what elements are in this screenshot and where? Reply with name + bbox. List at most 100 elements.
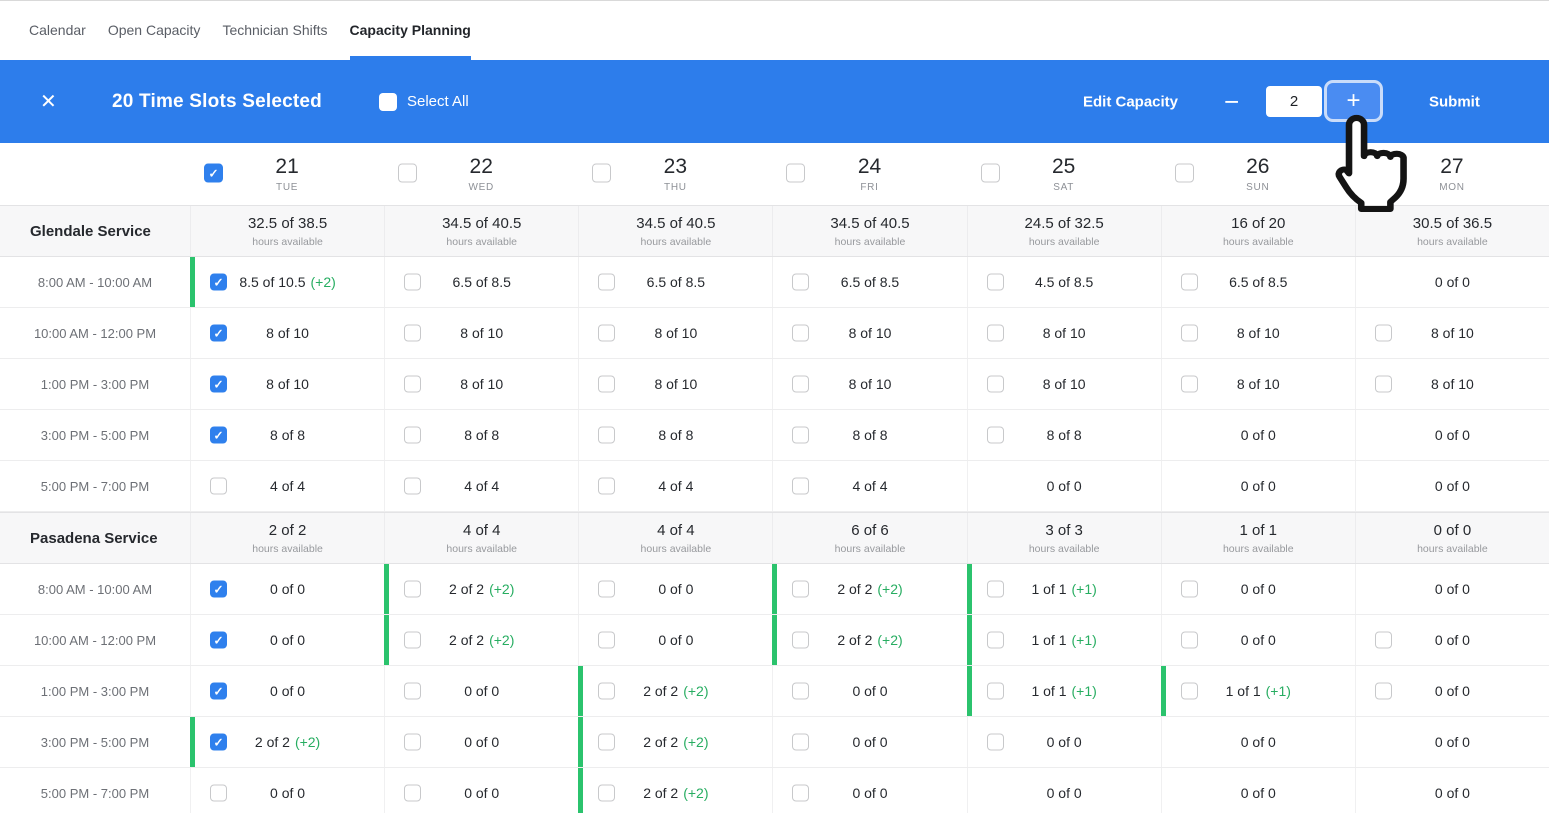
section-availability-cell: 4 of 4 hours available [578,513,772,563]
capacity-checkbox[interactable] [792,324,810,342]
day-checkbox[interactable] [980,163,1000,183]
capacity-checkbox[interactable] [792,784,810,802]
capacity-checkbox[interactable] [404,784,422,802]
capacity-checkbox[interactable] [986,733,1004,751]
day-abbr: THU [664,181,687,193]
capacity-checkbox[interactable] [1180,324,1198,342]
capacity-cell: 4 of 4 [384,461,578,511]
day-checkbox[interactable] [398,163,418,183]
capacity-cell: 4 of 4 [190,461,384,511]
capacity-checkbox[interactable] [1180,375,1198,393]
capacity-checkbox[interactable] [598,273,616,291]
capacity-value: 8 of 10 [848,376,892,392]
capacity-checkbox[interactable] [210,375,227,393]
decrement-capacity-button[interactable]: − [1224,85,1240,116]
capacity-input[interactable] [1266,86,1322,117]
section-availability-cell: 32.5 of 38.5 hours available [190,206,384,256]
capacity-checkbox[interactable] [1180,273,1198,291]
select-all-checkbox[interactable] [379,92,397,111]
capacity-cell: 2 of 2(+2) [578,666,772,716]
day-checkbox[interactable] [204,163,223,183]
section-header-row: Pasadena Service 2 of 2 hours available 4 o… [0,512,1549,564]
capacity-checkbox[interactable] [792,631,810,649]
tab-technician-shifts[interactable]: Technician Shifts [222,22,328,38]
capacity-checkbox[interactable] [598,682,616,700]
capacity-checkbox[interactable] [1374,631,1392,649]
capacity-checkbox[interactable] [792,273,810,291]
capacity-checkbox[interactable] [986,426,1004,444]
capacity-checkbox[interactable] [404,631,422,649]
capacity-checkbox[interactable] [210,426,227,444]
capacity-checkbox[interactable] [792,682,810,700]
capacity-value: 8 of 8 [658,427,694,443]
capacity-checkbox[interactable] [1180,631,1198,649]
day-column: 21 TUE [190,143,384,205]
capacity-checkbox[interactable] [404,375,422,393]
capacity-checkbox[interactable] [210,324,227,342]
capacity-checkbox[interactable] [1180,580,1198,598]
capacity-checkbox[interactable] [210,733,227,751]
availability-value: 2 of 2 [268,521,307,539]
capacity-cell: 0 of 0 [1354,410,1549,460]
capacity-checkbox[interactable] [210,784,227,802]
section-availability-cell: 6 of 6 hours available [772,513,966,563]
hours-available-label: hours available [252,542,323,555]
capacity-checkbox[interactable] [404,273,422,291]
submit-button[interactable]: Submit [1429,93,1480,110]
tab-open-capacity[interactable]: Open Capacity [107,22,201,38]
tab-capacity-planning[interactable]: Capacity Planning [349,1,471,60]
capacity-checkbox[interactable] [598,580,616,598]
capacity-checkbox[interactable] [404,682,422,700]
capacity-cell: 0 of 0 [966,717,1161,767]
capacity-checkbox[interactable] [1180,682,1198,700]
capacity-checkbox[interactable] [210,477,227,495]
capacity-checkbox[interactable] [986,580,1004,598]
day-checkbox[interactable] [1174,163,1194,183]
capacity-checkbox[interactable] [792,375,810,393]
capacity-checkbox[interactable] [210,580,227,598]
day-checkbox[interactable] [786,163,806,183]
capacity-checkbox[interactable] [1374,324,1392,342]
capacity-checkbox[interactable] [404,580,422,598]
close-icon[interactable]: ✕ [40,90,57,113]
capacity-checkbox[interactable] [986,375,1004,393]
capacity-checkbox[interactable] [598,733,616,751]
select-all-control[interactable]: Select All [379,92,469,111]
time-slot-label: 5:00 PM - 7:00 PM [40,478,150,494]
capacity-checkbox[interactable] [210,631,227,649]
capacity-checkbox[interactable] [598,631,616,649]
capacity-checkbox[interactable] [792,733,810,751]
capacity-checkbox[interactable] [1374,682,1392,700]
capacity-checkbox[interactable] [1374,375,1392,393]
capacity-checkbox[interactable] [792,477,810,495]
capacity-checkbox[interactable] [792,426,810,444]
section-availability-cell: 2 of 2 hours available [190,513,384,563]
capacity-checkbox[interactable] [598,375,616,393]
capacity-checkbox[interactable] [986,273,1004,291]
capacity-checkbox[interactable] [598,477,616,495]
capacity-checkbox[interactable] [986,682,1004,700]
capacity-checkbox[interactable] [404,324,422,342]
tab-calendar[interactable]: Calendar [29,22,86,38]
capacity-checkbox[interactable] [404,733,422,751]
hours-available-label: hours available [1222,542,1294,555]
capacity-value: 0 of 0 [1240,427,1276,443]
day-checkbox[interactable] [1368,163,1388,183]
increment-capacity-button[interactable]: + [1324,80,1383,122]
capacity-value: 0 of 0 [1434,478,1470,494]
time-slot-label: 3:00 PM - 5:00 PM [40,734,150,750]
capacity-checkbox[interactable] [986,631,1004,649]
capacity-checkbox[interactable] [210,682,227,700]
capacity-checkbox[interactable] [598,426,616,444]
day-checkbox[interactable] [592,163,612,183]
capacity-checkbox[interactable] [598,324,616,342]
day-abbr: TUE [276,181,299,193]
capacity-checkbox[interactable] [210,273,227,291]
capacity-value: 2 of 2 [643,734,679,750]
capacity-checkbox[interactable] [792,580,810,598]
capacity-checkbox[interactable] [404,426,422,444]
capacity-checkbox[interactable] [404,477,422,495]
capacity-checkbox[interactable] [598,784,616,802]
capacity-delta: (+2) [310,274,336,290]
capacity-checkbox[interactable] [986,324,1004,342]
